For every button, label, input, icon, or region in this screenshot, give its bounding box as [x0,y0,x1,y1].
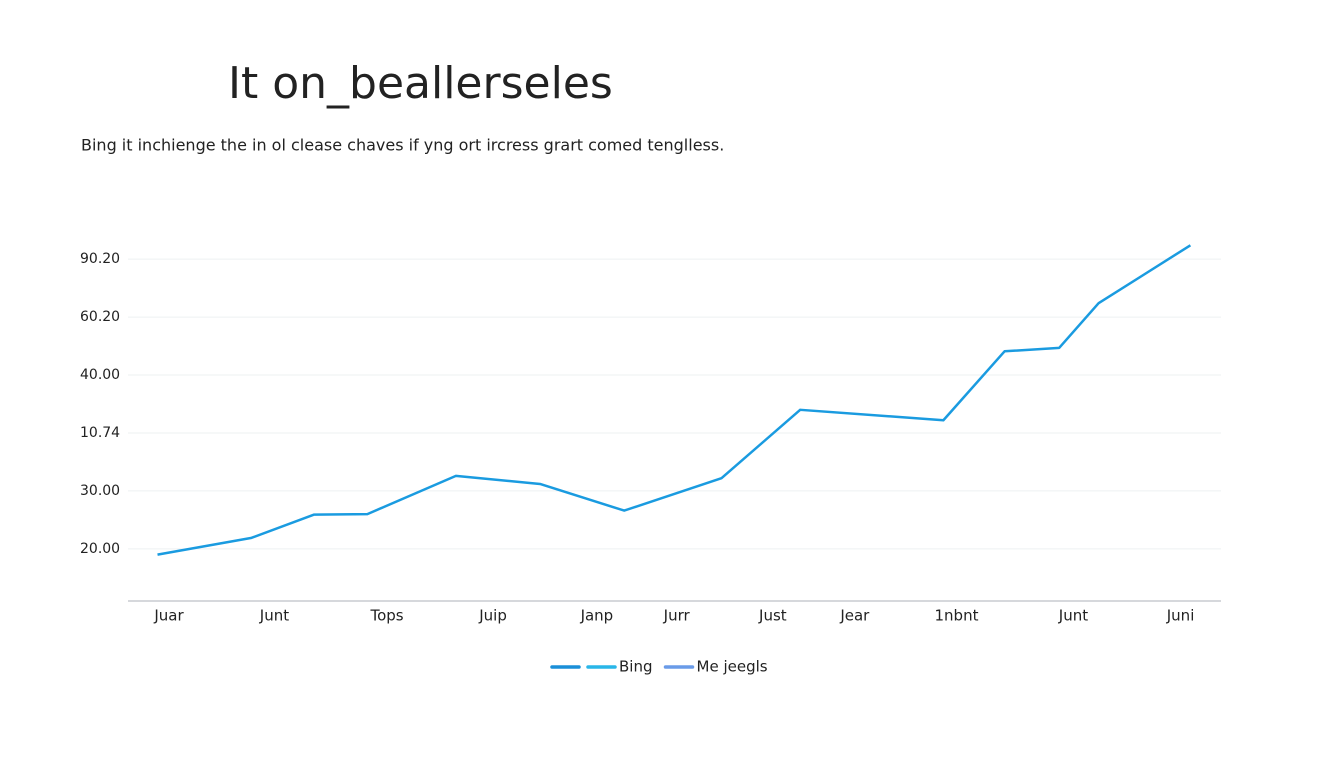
y-tick-label: 20.00 [80,541,120,557]
x-tick-label: Just [758,607,787,625]
chart-subtitle: Bing it inchienge the in ol clease chave… [81,136,724,155]
x-tick-label: Junt [259,607,289,625]
legend-label: Me jeegls [697,658,768,676]
y-tick-label: 40.00 [80,367,120,383]
y-tick-label: 90.20 [80,251,120,267]
legend-label: Bing [619,658,653,676]
x-tick-label: Janp [580,607,614,625]
x-tick-label: 1nbnt [935,607,979,625]
x-tick-label: Juip [478,607,507,625]
chart-title: It on_beallerseles [228,58,613,109]
x-tick-label: Juni [1166,607,1195,625]
line [157,244,1192,556]
x-tick-label: Tops [369,607,403,625]
x-tick-label: Jurr [663,607,691,625]
y-tick-label: 10.74 [80,425,120,441]
y-tick-label: 60.20 [80,309,120,325]
y-tick-label: 30.00 [80,483,120,499]
x-tick-label: Jear [839,607,870,625]
x-tick-label: Junt [1058,607,1088,625]
x-tick-label: Juar [153,607,184,625]
